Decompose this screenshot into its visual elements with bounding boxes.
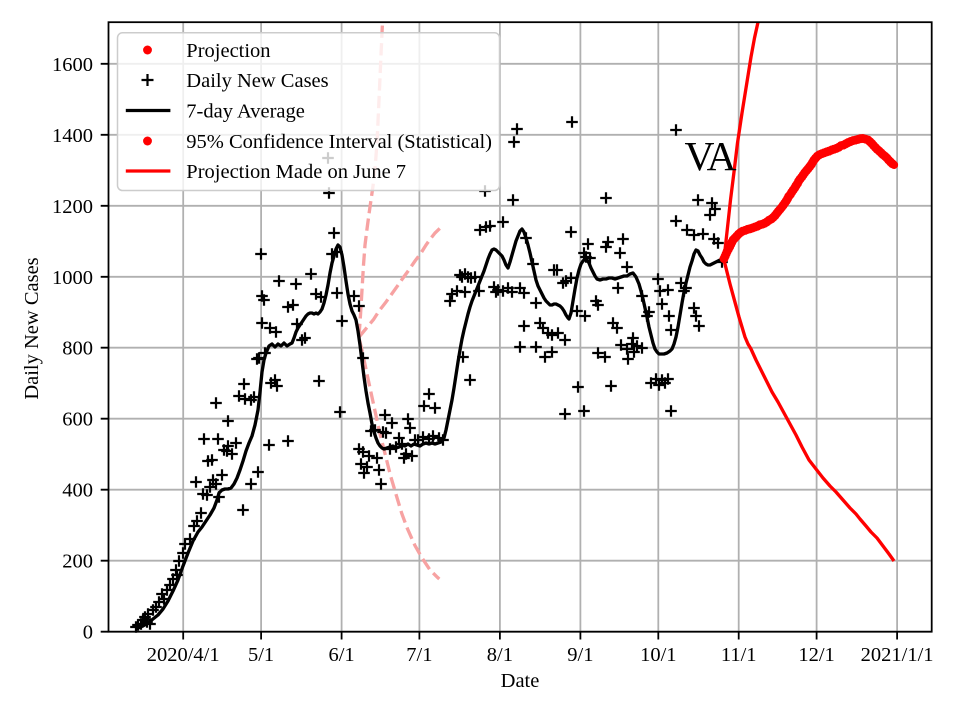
svg-text:VA: VA — [685, 133, 737, 179]
svg-text:800: 800 — [62, 338, 93, 360]
svg-text:200: 200 — [62, 551, 93, 573]
svg-text:Projection Made on June 7: Projection Made on June 7 — [186, 161, 406, 183]
svg-text:7-day Average: 7-day Average — [186, 101, 305, 123]
svg-text:400: 400 — [62, 480, 93, 502]
svg-text:9/1: 9/1 — [567, 644, 593, 666]
svg-text:7/1: 7/1 — [406, 644, 432, 666]
svg-text:Projection: Projection — [186, 40, 270, 62]
svg-text:Daily New Cases: Daily New Cases — [186, 70, 328, 92]
svg-text:1600: 1600 — [52, 54, 93, 76]
svg-text:12/1: 12/1 — [798, 644, 834, 666]
svg-text:6/1: 6/1 — [328, 644, 354, 666]
svg-text:2021/1/1: 2021/1/1 — [861, 644, 934, 666]
svg-text:1200: 1200 — [52, 196, 93, 218]
svg-text:1400: 1400 — [52, 125, 93, 147]
svg-text:Daily New Cases: Daily New Cases — [21, 257, 43, 399]
svg-text:5/1: 5/1 — [248, 644, 274, 666]
svg-text:11/1: 11/1 — [721, 644, 757, 666]
svg-text:10/1: 10/1 — [640, 644, 676, 666]
svg-text:2020/4/1: 2020/4/1 — [147, 644, 220, 666]
svg-text:1000: 1000 — [52, 267, 93, 289]
svg-text:Date: Date — [501, 670, 540, 692]
svg-text:0: 0 — [83, 622, 93, 644]
svg-text:95% Confidence Interval (Stati: 95% Confidence Interval (Statistical) — [186, 131, 492, 153]
svg-text:600: 600 — [62, 409, 93, 431]
svg-text:8/1: 8/1 — [487, 644, 513, 666]
